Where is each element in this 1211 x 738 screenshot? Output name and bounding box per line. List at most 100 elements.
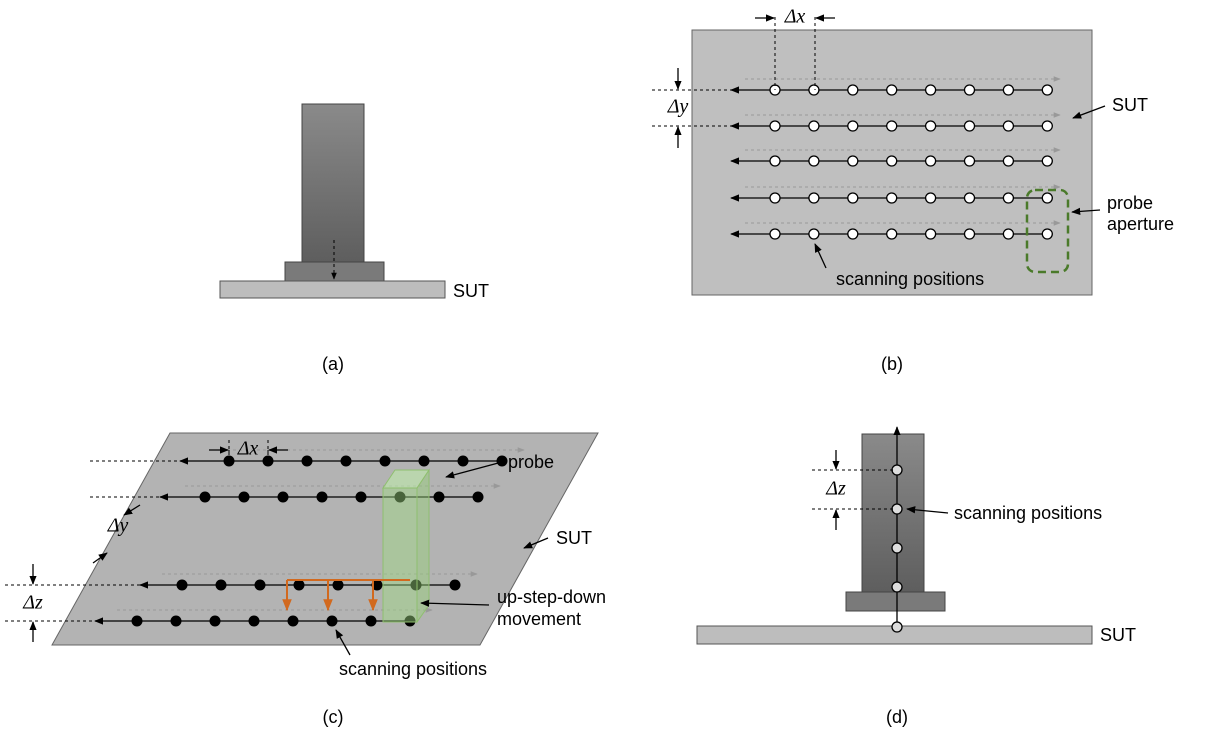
positions-label: scanning positions xyxy=(836,269,984,289)
scan-position xyxy=(333,580,344,591)
panel-d: Δz scanning positions SUT (d) xyxy=(697,427,1136,727)
probe xyxy=(862,434,924,592)
scan-position xyxy=(419,456,430,467)
scan-position xyxy=(473,492,484,503)
scan-position xyxy=(341,456,352,467)
positions-label: scanning positions xyxy=(954,503,1102,523)
caption: (a) xyxy=(322,354,344,374)
caption: (d) xyxy=(886,707,908,727)
scan-position xyxy=(965,229,975,239)
dy-label: Δy xyxy=(667,96,689,118)
dx-label: Δx xyxy=(237,438,259,460)
scan-position xyxy=(926,121,936,131)
sut-plate xyxy=(220,281,445,298)
aperture-label: aperture xyxy=(1107,214,1174,234)
scan-position xyxy=(848,229,858,239)
sut-label: SUT xyxy=(1100,625,1136,645)
scan-position xyxy=(965,193,975,203)
panel-b: Δx Δy SUT probe aperture scanning positi… xyxy=(652,6,1174,374)
scan-position xyxy=(887,156,897,166)
sut-label: SUT xyxy=(453,281,489,301)
scan-position xyxy=(255,580,266,591)
sut-label: SUT xyxy=(1112,95,1148,115)
scan-position xyxy=(770,121,780,131)
scan-position xyxy=(1003,193,1013,203)
scan-position xyxy=(892,582,902,592)
scan-position xyxy=(1003,85,1013,95)
panel-a: SUT (a) xyxy=(220,104,489,374)
scan-position xyxy=(926,85,936,95)
scan-position xyxy=(380,456,391,467)
scan-position xyxy=(770,229,780,239)
sut-label: SUT xyxy=(556,528,592,548)
scan-position xyxy=(1042,156,1052,166)
scan-position xyxy=(132,616,143,627)
scan-position xyxy=(848,121,858,131)
scan-position xyxy=(1003,229,1013,239)
scan-position xyxy=(200,492,211,503)
scan-position xyxy=(216,580,227,591)
scan-position xyxy=(809,85,819,95)
scan-position xyxy=(356,492,367,503)
scan-position xyxy=(809,156,819,166)
scan-position xyxy=(809,229,819,239)
scan-position xyxy=(1042,85,1052,95)
caption: (c) xyxy=(323,707,344,727)
scan-position xyxy=(926,193,936,203)
dx-label: Δx xyxy=(784,6,806,28)
scan-position xyxy=(288,616,299,627)
scan-position xyxy=(171,616,182,627)
scan-position xyxy=(278,492,289,503)
scan-position xyxy=(965,85,975,95)
dz-label: Δz xyxy=(825,478,846,500)
scan-position xyxy=(892,543,902,553)
scan-position xyxy=(848,156,858,166)
scan-position xyxy=(450,580,461,591)
dz-label: Δz xyxy=(22,592,43,614)
scan-position xyxy=(239,492,250,503)
scan-position xyxy=(434,492,445,503)
scan-position xyxy=(809,193,819,203)
scan-position xyxy=(1003,121,1013,131)
scan-position xyxy=(770,193,780,203)
scan-position xyxy=(887,193,897,203)
scan-position xyxy=(177,580,188,591)
scan-position xyxy=(294,580,305,591)
scan-position xyxy=(892,622,902,632)
scan-position xyxy=(210,616,221,627)
scan-position xyxy=(926,229,936,239)
aperture-label: probe xyxy=(1107,193,1153,213)
scan-position xyxy=(249,616,260,627)
scan-position xyxy=(1042,193,1052,203)
scan-position xyxy=(926,156,936,166)
scan-position xyxy=(366,616,377,627)
probe-side xyxy=(417,470,429,622)
scan-position xyxy=(887,229,897,239)
scan-position xyxy=(458,456,469,467)
scan-position xyxy=(1003,156,1013,166)
scan-position xyxy=(770,156,780,166)
caption: (b) xyxy=(881,354,903,374)
movement-label: up-step-down xyxy=(497,587,606,607)
scan-position xyxy=(892,504,902,514)
scan-position xyxy=(848,85,858,95)
movement-label: movement xyxy=(497,609,581,629)
scan-position xyxy=(892,465,902,475)
scan-position xyxy=(848,193,858,203)
scan-position xyxy=(317,492,328,503)
scan-position xyxy=(1042,229,1052,239)
scan-position xyxy=(965,121,975,131)
figure: SUT (a) Δx Δy SUT probe aperture scannin… xyxy=(0,0,1211,738)
probe-label: probe xyxy=(508,452,554,472)
scan-position xyxy=(497,456,508,467)
scan-position xyxy=(887,121,897,131)
scan-position xyxy=(1042,121,1052,131)
scan-position xyxy=(809,121,819,131)
scan-position xyxy=(327,616,338,627)
probe-base xyxy=(846,592,945,611)
scan-position xyxy=(302,456,313,467)
probe xyxy=(383,488,417,622)
scan-position xyxy=(887,85,897,95)
scan-position xyxy=(965,156,975,166)
positions-label: scanning positions xyxy=(339,659,487,679)
